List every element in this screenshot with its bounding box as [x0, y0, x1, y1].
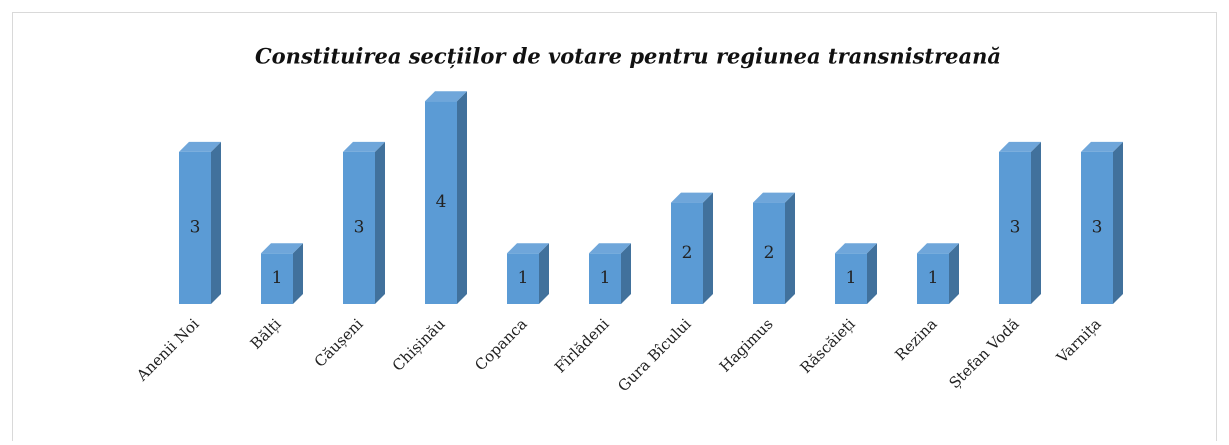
bar-top	[261, 243, 303, 254]
bar-front	[179, 151, 211, 304]
bar-side	[1031, 141, 1041, 304]
bar	[753, 192, 795, 304]
bar	[425, 91, 467, 304]
bar-front	[835, 253, 867, 304]
bar-side	[375, 141, 385, 304]
bar-side	[621, 243, 631, 304]
chart-title: Constituirea secțiilor de votare pentru …	[255, 44, 1001, 69]
bar-side	[457, 91, 467, 304]
data-label: 1	[928, 268, 939, 288]
data-label: 3	[190, 217, 201, 237]
bar-top	[671, 192, 713, 203]
bar-side	[293, 243, 303, 304]
bar	[179, 141, 221, 304]
bar-top	[1081, 141, 1123, 152]
bar	[671, 192, 713, 304]
bar-top	[753, 192, 795, 203]
bar-side	[539, 243, 549, 304]
bar-side	[703, 192, 713, 304]
bar	[343, 141, 385, 304]
bar-top	[343, 141, 385, 152]
bar-top	[999, 141, 1041, 152]
data-label: 2	[682, 243, 693, 263]
bar	[835, 243, 877, 304]
bar-side	[1113, 141, 1123, 304]
bar	[261, 243, 303, 304]
bar-top	[425, 91, 467, 102]
data-label: 3	[1092, 217, 1103, 237]
bar-top	[917, 243, 959, 254]
bar-front	[507, 253, 539, 304]
bar	[507, 243, 549, 304]
bar	[917, 243, 959, 304]
bar-front	[425, 101, 457, 304]
data-label: 3	[1010, 217, 1021, 237]
bar-front	[753, 202, 785, 304]
bar-side	[785, 192, 795, 304]
bar-front	[671, 202, 703, 304]
bar-front	[1081, 151, 1113, 304]
bar	[999, 141, 1041, 304]
bar	[1081, 141, 1123, 304]
data-label: 1	[518, 268, 529, 288]
bar-top	[589, 243, 631, 254]
bar-top	[507, 243, 549, 254]
data-label: 1	[272, 268, 283, 288]
bar-front	[589, 253, 621, 304]
data-label: 1	[846, 268, 857, 288]
data-label: 1	[600, 268, 611, 288]
bar	[589, 243, 631, 304]
data-label: 4	[436, 192, 447, 212]
bar-side	[949, 243, 959, 304]
bar-front	[261, 253, 293, 304]
bar-front	[343, 151, 375, 304]
bar-side	[211, 141, 221, 304]
bar-front	[999, 151, 1031, 304]
bar-top	[179, 141, 221, 152]
bar-front	[917, 253, 949, 304]
bar-side	[867, 243, 877, 304]
bar-top	[835, 243, 877, 254]
data-label: 3	[354, 217, 365, 237]
data-label: 2	[764, 243, 775, 263]
